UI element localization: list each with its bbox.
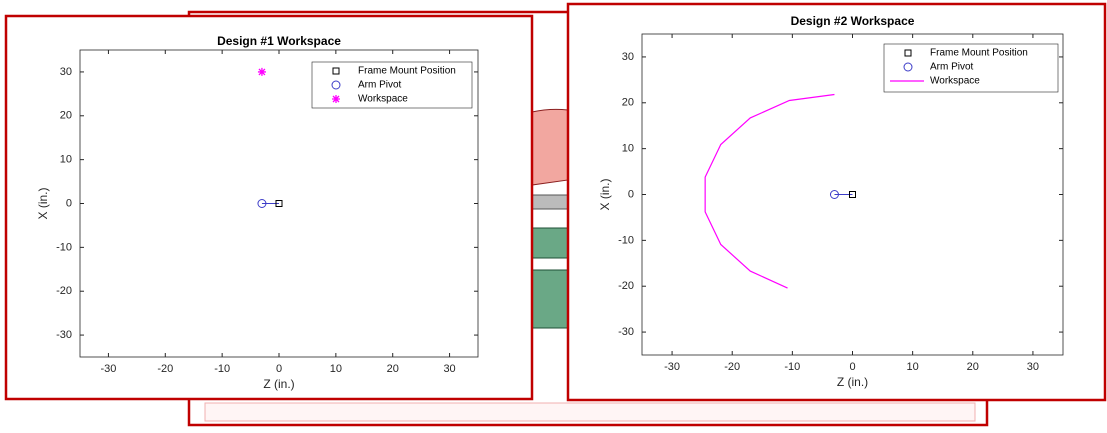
x-tick-label: 20 xyxy=(387,363,399,375)
y-tick-label: 0 xyxy=(628,188,634,200)
legend-marker xyxy=(331,80,341,90)
legend-marker xyxy=(903,62,913,72)
chart-title: Design #2 Workspace xyxy=(791,14,915,28)
legend-label: Workspace xyxy=(930,76,980,87)
x-tick-label: 30 xyxy=(1027,361,1039,373)
marker-square xyxy=(275,200,283,207)
legend-marker xyxy=(332,95,340,103)
y-tick-label: 20 xyxy=(60,110,72,122)
chart-title: Design #1 Workspace xyxy=(217,34,341,48)
y-tick-label: 10 xyxy=(60,154,72,166)
x-tick-label: -10 xyxy=(784,361,800,373)
x-tick-label: 10 xyxy=(330,363,342,375)
x-axis-label: Z (in.) xyxy=(263,377,294,391)
x-tick-label: -20 xyxy=(157,363,173,375)
y-tick-label: -30 xyxy=(56,329,72,341)
y-tick-label: -20 xyxy=(56,285,72,297)
y-tick-label: -10 xyxy=(618,234,634,246)
y-tick-label: 0 xyxy=(66,197,72,209)
x-tick-label: -10 xyxy=(214,363,230,375)
back-strip xyxy=(204,402,976,422)
legend-label: Frame Mount Position xyxy=(930,48,1028,59)
y-axis-label: X (in.) xyxy=(598,178,612,210)
y-tick-label: 30 xyxy=(60,66,72,78)
legend-label: Workspace xyxy=(358,94,408,105)
legend-label: Frame Mount Position xyxy=(358,66,456,77)
x-tick-label: 10 xyxy=(907,361,919,373)
legend-box xyxy=(883,43,1059,93)
y-tick-label: 30 xyxy=(622,51,634,63)
marker-star xyxy=(257,67,266,76)
marker-square xyxy=(849,191,856,198)
y-tick-label: -20 xyxy=(618,280,634,292)
marker-circle xyxy=(829,190,839,199)
legend-label: Arm Pivot xyxy=(930,62,974,73)
legend-label: Arm Pivot xyxy=(358,80,402,91)
x-tick-label: -20 xyxy=(724,361,740,373)
y-tick-label: 10 xyxy=(622,143,634,155)
legend-marker xyxy=(904,49,912,57)
y-tick-label: -30 xyxy=(618,326,634,338)
x-tick-label: -30 xyxy=(664,361,680,373)
y-axis-label: X (in.) xyxy=(36,187,50,219)
y-tick-label: 20 xyxy=(622,97,634,109)
workspace-line xyxy=(704,93,835,289)
plots: -30 -20 -10 0 10 20 30 -30 -20 -10 0 10 20 30 Design #… xyxy=(36,14,1064,391)
plot: -30 -20 -10 0 10 20 30 -30 -20 -10 0 10 20 30 Design #… xyxy=(598,14,1064,389)
x-tick-label: 0 xyxy=(276,363,282,375)
x-tick-label: 20 xyxy=(967,361,979,373)
marker-circle xyxy=(257,199,267,208)
x-tick-label: 30 xyxy=(443,363,455,375)
x-tick-label: -30 xyxy=(100,363,116,375)
y-tick-label: -10 xyxy=(56,241,72,253)
legend-marker xyxy=(332,67,340,75)
x-tick-label: 0 xyxy=(849,361,855,373)
plot: -30 -20 -10 0 10 20 30 -30 -20 -10 0 10 20 30 Design #… xyxy=(36,34,479,391)
x-axis-label: Z (in.) xyxy=(837,375,868,389)
